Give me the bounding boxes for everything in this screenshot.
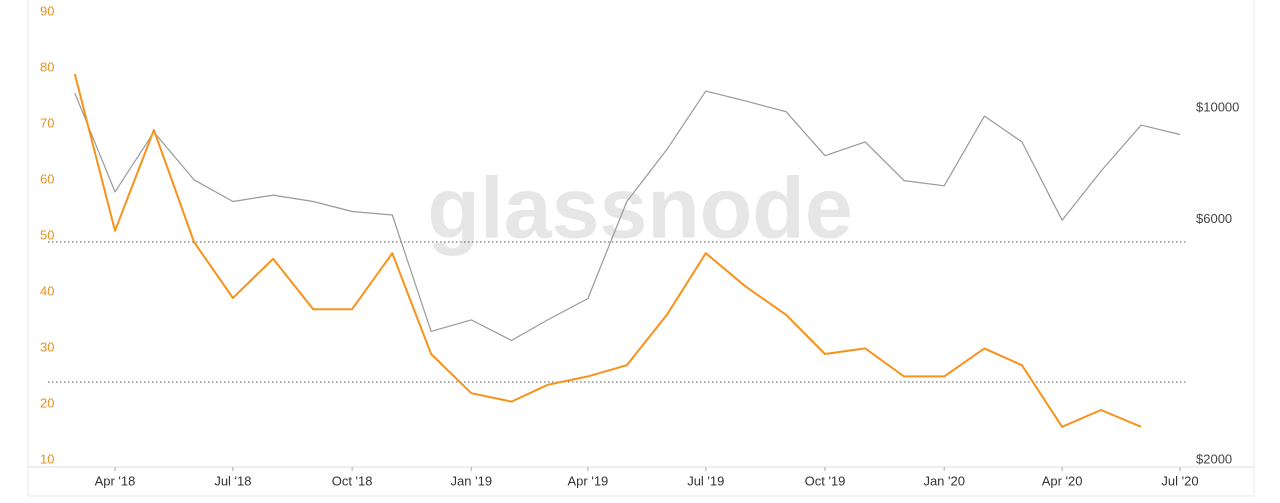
x-tick-label: Oct '18 bbox=[332, 473, 373, 488]
x-tick-label: Apr '19 bbox=[568, 473, 609, 488]
y-tick-label: 80 bbox=[40, 59, 54, 74]
y-tick-label: 60 bbox=[40, 171, 54, 186]
frame bbox=[27, 0, 1255, 497]
x-tick-label: Jul '19 bbox=[687, 473, 724, 488]
x-tick-label: Jan '19 bbox=[451, 473, 493, 488]
y-tick-label: 40 bbox=[40, 283, 54, 298]
y-tick-label: 70 bbox=[40, 115, 54, 130]
y2-tick-label: $6000 bbox=[1196, 211, 1232, 226]
series-line bbox=[74, 90, 1181, 342]
x-tick-label: Apr '20 bbox=[1042, 473, 1083, 488]
watermark: glassnode bbox=[427, 161, 852, 257]
y2-tick-label: $2000 bbox=[1196, 451, 1232, 466]
y-tick-label: 90 bbox=[40, 3, 54, 18]
y-tick-label: 10 bbox=[40, 451, 54, 466]
x-tick-label: Jan '20 bbox=[923, 473, 965, 488]
y-tick-label: 30 bbox=[40, 339, 54, 354]
x-tick-label: Apr '18 bbox=[95, 473, 136, 488]
x-tick-label: Jul '18 bbox=[214, 473, 251, 488]
y-tick-label: 50 bbox=[40, 227, 54, 242]
x-tick-label: Jul '20 bbox=[1161, 473, 1198, 488]
series-line bbox=[73, 73, 1142, 428]
y2-tick-label: $10000 bbox=[1196, 99, 1239, 114]
y-tick-label: 20 bbox=[40, 395, 54, 410]
x-tick-label: Oct '19 bbox=[805, 473, 846, 488]
